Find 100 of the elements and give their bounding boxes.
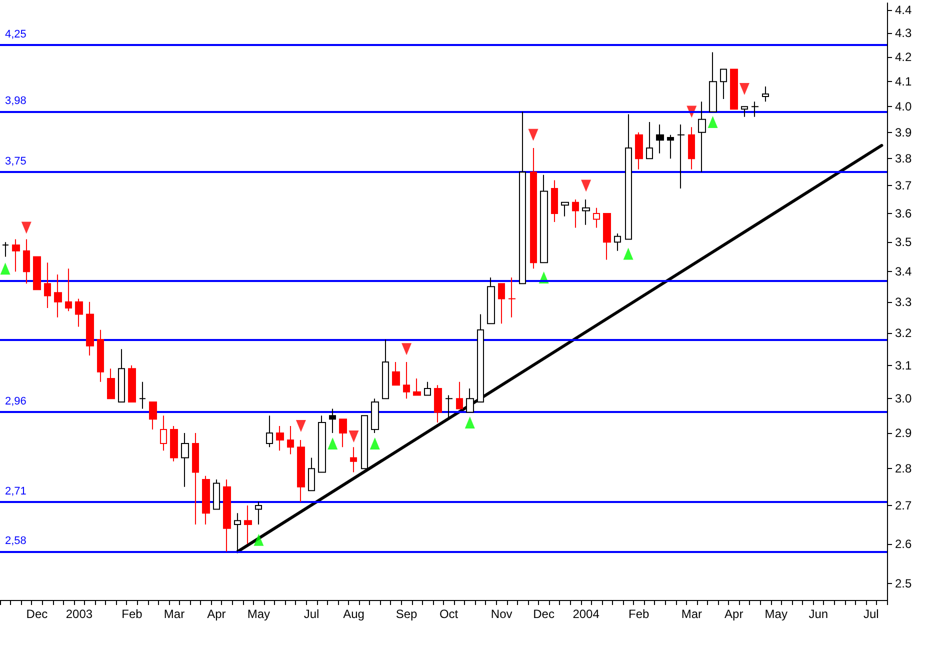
candlestick (487, 277, 495, 324)
y-tick-label: 3.6 (895, 206, 912, 221)
candlestick (561, 202, 569, 217)
candlestick (720, 68, 727, 100)
x-tick-label: Apr (724, 607, 744, 621)
candlestick (530, 148, 537, 270)
candlestick (2, 242, 9, 258)
x-tick-label: Dec (26, 607, 48, 621)
candlestick (466, 388, 474, 413)
y-tick-label: 3.0 (895, 392, 912, 406)
candlestick (86, 301, 94, 356)
x-tick-label: 2004 (572, 607, 600, 621)
y-tick-label: 3.3 (895, 294, 912, 309)
x-tick-label: Jun (808, 607, 828, 621)
x-tick-label: Dec (533, 607, 554, 621)
y-tick-label: 2.8 (895, 462, 912, 476)
candlestick (540, 174, 548, 264)
y-tick-label: 3.7 (895, 178, 912, 193)
candlestick (75, 298, 83, 328)
y-tick-label: 4.3 (895, 26, 912, 40)
candlestick (582, 199, 590, 226)
candlestick (751, 101, 759, 118)
candlestick (33, 256, 41, 290)
candlestick (625, 114, 632, 240)
candlestick (603, 213, 611, 260)
point (402, 343, 412, 356)
ref-line-label: 2,96 (5, 396, 26, 408)
candlestick (677, 124, 685, 189)
x-tick-label: Aug (343, 607, 364, 621)
candlestick (508, 277, 516, 318)
y-tick-label: 4.4 (895, 2, 912, 17)
x-tick-label: 2003 (66, 607, 93, 621)
x-tick-label: Jul (863, 607, 879, 621)
y-tick-label: 3.5 (895, 235, 912, 250)
candlestick (635, 132, 643, 170)
candlestick (149, 401, 157, 430)
candlestick (329, 408, 336, 434)
x-tick-label: May (247, 607, 270, 621)
candlestick (266, 415, 273, 448)
candlestick (551, 180, 558, 223)
y-tick-label: 3.9 (895, 125, 912, 140)
point (739, 83, 750, 96)
candlestick (413, 378, 421, 396)
candlestick (244, 505, 252, 544)
x-tick-label: Oct (439, 607, 459, 621)
candlestick (382, 338, 389, 400)
candlestick (128, 364, 136, 402)
ref-line-label: 2,58 (5, 535, 26, 548)
candlestick (709, 52, 717, 112)
x-tick-label: Mar (164, 607, 185, 621)
candlestick (23, 238, 30, 284)
ref-line-label: 2,71 (5, 485, 26, 498)
candlestick (192, 432, 199, 525)
point (464, 416, 475, 429)
candlestick (519, 111, 526, 284)
point (254, 534, 264, 546)
point (708, 116, 718, 128)
point (328, 438, 338, 450)
point (348, 430, 359, 443)
y-tick-label: 3.4 (895, 264, 912, 279)
point (370, 438, 380, 450)
candlestick (139, 381, 146, 410)
candlestick (698, 101, 706, 173)
candlestick (287, 426, 294, 455)
candlestick (297, 440, 305, 502)
point (0, 262, 10, 275)
candlestick (202, 475, 210, 525)
candlestick (213, 479, 220, 510)
point (623, 248, 634, 260)
candlestick (255, 501, 262, 525)
candlestick (572, 199, 579, 228)
x-tick-label: Feb (628, 607, 650, 621)
candlestick (308, 457, 315, 492)
y-tick-label: 2.5 (895, 576, 912, 591)
candlestick (276, 426, 284, 452)
y-tick-label: 3.8 (895, 152, 912, 166)
candlestick (107, 368, 115, 400)
point (21, 222, 32, 234)
candlestick (424, 381, 431, 396)
x-tick-label: Mar (681, 607, 702, 621)
y-tick-label: 4.0 (895, 100, 912, 114)
candlestick (371, 398, 379, 434)
candlestick (762, 86, 769, 102)
candlestick (656, 124, 664, 154)
candlestick (392, 362, 400, 386)
candlestick (118, 348, 125, 402)
candlestick (181, 432, 189, 488)
candlestick (741, 106, 748, 118)
candlestick (445, 394, 453, 420)
y-tick-label: 4.1 (895, 74, 912, 89)
y-tick-label: 2.7 (895, 498, 912, 513)
candlestick (44, 262, 51, 309)
candlestick (54, 274, 62, 318)
candlestick (361, 415, 368, 470)
x-tick-label: Nov (490, 607, 512, 621)
point (296, 420, 306, 432)
candlestick (434, 384, 442, 424)
candlestick (593, 207, 600, 228)
candlestick (688, 126, 695, 170)
candlestick (403, 362, 410, 400)
